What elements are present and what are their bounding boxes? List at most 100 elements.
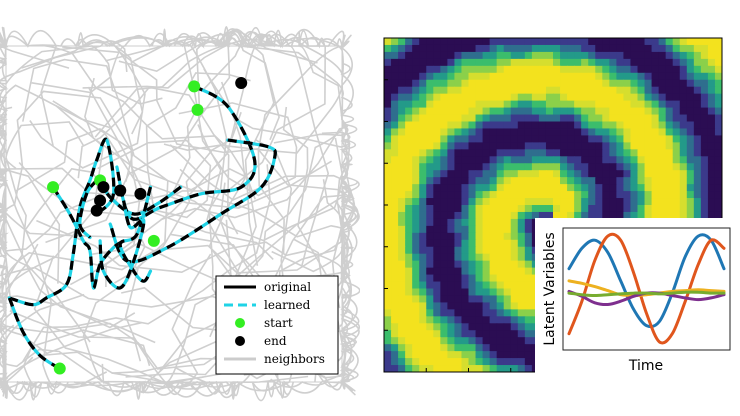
heatmap-cell (658, 211, 667, 220)
heatmap-cell (412, 365, 420, 372)
heatmap-cell (524, 149, 533, 157)
heatmap-cell (693, 107, 702, 116)
heatmap-cell (510, 205, 519, 213)
heatmap-cell (489, 295, 498, 304)
heatmap-cell (637, 121, 646, 130)
heatmap-cell (700, 163, 709, 171)
heatmap-cell (538, 142, 547, 150)
heatmap-cell (384, 135, 392, 143)
heatmap-cell (405, 205, 413, 213)
heatmap-cell (447, 344, 456, 352)
heatmap-cell (461, 170, 470, 178)
heatmap-cell (553, 135, 561, 143)
heatmap-cell (524, 302, 533, 310)
heatmap-cell (384, 330, 392, 338)
heatmap-cell (384, 365, 392, 372)
heatmap-cell (707, 38, 716, 46)
heatmap-cell (482, 260, 491, 269)
heatmap-cell (609, 121, 617, 130)
heatmap-cell (609, 38, 617, 46)
heatmap-cell (489, 365, 498, 372)
heatmap-cell (461, 44, 470, 53)
heatmap-cell (503, 211, 512, 220)
heatmap-cell (700, 170, 709, 178)
heatmap-cell (623, 163, 632, 171)
heatmap-cell (616, 121, 625, 130)
heatmap-cell (679, 114, 688, 123)
heatmap-cell (609, 93, 617, 102)
heatmap-cell (567, 107, 575, 116)
heatmap-cell (475, 295, 484, 304)
heatmap-cell (517, 58, 526, 67)
neighbor-line (0, 254, 136, 329)
heatmap-cell (440, 288, 448, 297)
heatmap-cell (440, 232, 448, 241)
legend-learned-label: learned (264, 298, 311, 312)
heatmap-cell (405, 344, 413, 352)
heatmap-cell (384, 114, 392, 123)
heatmap-cell (489, 330, 498, 338)
heatmap-cell (447, 267, 456, 276)
heatmap-cell (433, 337, 441, 345)
heatmap-cell (595, 58, 603, 67)
heatmap-cell (510, 128, 519, 137)
heatmap-cell (524, 218, 533, 227)
heatmap-cell (672, 135, 681, 143)
heatmap-cell (489, 302, 498, 310)
heatmap-cell (461, 211, 470, 220)
heatmap-cell (651, 86, 660, 95)
heatmap-cell (553, 177, 561, 185)
heatmap-cell (440, 274, 448, 283)
end-point (235, 76, 248, 89)
heatmap-cell (454, 170, 463, 178)
heatmap-cell (517, 44, 526, 53)
heatmap-cell (588, 135, 596, 143)
heatmap-cell (531, 93, 540, 102)
heatmap-cell (440, 107, 448, 116)
heatmap-cell (588, 72, 596, 81)
heatmap-cell (433, 114, 441, 123)
heatmap-cell (510, 142, 519, 150)
heatmap-cell (510, 58, 519, 67)
legend-original-label: original (264, 280, 311, 294)
heatmap-cell (419, 72, 427, 81)
heatmap-cell (630, 72, 639, 81)
heatmap-cell (609, 100, 617, 109)
heatmap-cell (672, 107, 681, 116)
heatmap-cell (489, 86, 498, 95)
heatmap-cell (524, 225, 533, 234)
heatmap-cell (602, 86, 610, 95)
heatmap-cell (672, 149, 681, 157)
heatmap-cell (588, 191, 596, 199)
heatmap-cell (686, 184, 695, 192)
heatmap-cell (567, 51, 575, 60)
heatmap-cell (517, 358, 526, 366)
heatmap-cell (672, 38, 681, 46)
heatmap-cell (679, 79, 688, 88)
heatmap-cell (454, 288, 463, 297)
heatmap-cell (517, 232, 526, 241)
heatmap-cell (524, 246, 533, 255)
heatmap-cell (489, 309, 498, 317)
heatmap-cell (545, 205, 554, 213)
heatmap-cell (468, 93, 477, 102)
heatmap-cell (560, 177, 568, 185)
heatmap-cell (707, 72, 716, 81)
heatmap-cell (391, 351, 399, 359)
heatmap-cell (461, 156, 470, 164)
heatmap-cell (475, 79, 484, 88)
heatmap-cell (574, 38, 582, 46)
heatmap-cell (454, 205, 463, 213)
heatmap-cell (672, 211, 681, 220)
heatmap-cell (454, 358, 463, 366)
heatmap-cell (440, 323, 448, 331)
heatmap-cell (447, 253, 456, 262)
heatmap-cell (475, 198, 484, 206)
heatmap-cell (489, 184, 498, 192)
heatmap-cell (672, 156, 681, 164)
heatmap-cell (433, 330, 441, 338)
heatmap-cell (398, 205, 406, 213)
heatmap-cell (665, 121, 674, 130)
heatmap-cell (447, 281, 456, 290)
heatmap-cell (496, 288, 505, 297)
